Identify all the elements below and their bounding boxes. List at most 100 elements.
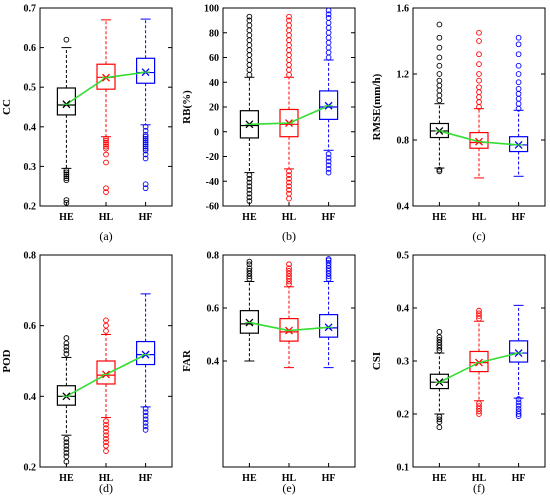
outlier-point xyxy=(515,62,522,69)
mean-marker xyxy=(62,100,71,109)
y-tick-label: 0.2 xyxy=(24,463,37,474)
box-HF xyxy=(136,293,156,433)
outlier-point xyxy=(325,34,332,41)
outlier-point xyxy=(325,44,332,51)
outlier-point xyxy=(142,412,149,419)
outlier-point xyxy=(63,335,70,341)
outlier-point xyxy=(476,99,482,105)
outlier-point xyxy=(246,198,253,204)
outlier-point xyxy=(63,458,70,465)
outlier-point xyxy=(103,439,109,446)
outlier-point xyxy=(246,190,253,197)
outlier-point xyxy=(476,77,482,84)
outlier-point xyxy=(325,11,332,18)
outlier-point xyxy=(436,329,443,335)
y-tick-label: -40 xyxy=(206,177,219,188)
y-tick-label: 0 xyxy=(214,127,219,138)
outlier-point xyxy=(286,52,292,58)
x-tick-label: HE xyxy=(59,473,74,484)
panel-caption: (a) xyxy=(99,229,112,243)
mean-marker xyxy=(435,378,444,387)
outlier-point xyxy=(436,344,443,351)
box-iqr xyxy=(96,360,116,385)
outlier-point xyxy=(63,197,70,203)
outlier-point xyxy=(286,57,292,63)
outlier-point xyxy=(325,151,332,157)
outlier-point xyxy=(476,403,482,409)
outlier-point xyxy=(142,123,149,130)
outlier-point xyxy=(476,94,482,100)
outlier-point xyxy=(103,435,109,442)
outlier-point xyxy=(286,187,292,193)
x-tick-label: HF xyxy=(512,212,526,223)
outlier-point xyxy=(63,442,70,449)
x-tick-label: HF xyxy=(322,212,336,223)
outlier-point xyxy=(103,425,109,431)
y-tick-label: 0.4 xyxy=(24,392,37,403)
outlier-point xyxy=(436,82,443,89)
outlier-point xyxy=(246,270,253,277)
outlier-point xyxy=(476,315,482,322)
outlier-point xyxy=(286,168,292,175)
outlier-point xyxy=(246,276,253,282)
outlier-point xyxy=(476,84,482,91)
outlier-point xyxy=(142,131,149,138)
outlier-point xyxy=(476,405,482,412)
x-tick-label: HL xyxy=(472,473,487,484)
outlier-point xyxy=(436,87,443,94)
outlier-point xyxy=(63,36,70,43)
outlier-point xyxy=(286,71,292,78)
outlier-point xyxy=(142,181,149,188)
x-tick-label: HL xyxy=(472,212,487,223)
mean-marker xyxy=(141,68,150,77)
outlier-point xyxy=(63,175,70,182)
y-tick-label: 80 xyxy=(209,28,219,39)
x-tick-label: HL xyxy=(282,212,297,223)
y-axis-label: RMSE(mm/h) xyxy=(371,73,383,140)
outlier-point xyxy=(63,169,70,176)
outlier-point xyxy=(436,34,443,41)
outlier-point xyxy=(103,442,109,449)
outlier-point xyxy=(286,273,292,280)
x-tick-label: HE xyxy=(432,212,447,223)
outlier-point xyxy=(325,162,332,169)
outlier-point xyxy=(515,411,522,417)
y-tick-label: -60 xyxy=(206,202,219,213)
outlier-point xyxy=(103,317,109,324)
y-tick-label: 0.6 xyxy=(24,321,37,332)
y-tick-label: 0.8 xyxy=(397,136,410,147)
outlier-point xyxy=(286,37,292,44)
outlier-point xyxy=(103,145,109,152)
mean-marker xyxy=(475,137,483,146)
axes-frame xyxy=(412,7,546,207)
outlier-point xyxy=(142,185,149,192)
box-HF xyxy=(509,34,529,177)
mean-marker xyxy=(475,358,483,367)
y-tick-label: 40 xyxy=(209,78,219,89)
outlier-point xyxy=(286,42,292,48)
y-tick-label: 0.4 xyxy=(24,122,37,133)
mean-marker xyxy=(514,140,523,149)
outlier-point xyxy=(246,52,253,58)
outlier-point xyxy=(103,141,109,148)
outlier-point xyxy=(476,307,482,314)
box-HE xyxy=(239,13,259,204)
y-axis-label: RB(%) xyxy=(181,90,193,124)
outlier-point xyxy=(63,344,70,350)
mean-marker xyxy=(102,370,110,379)
y-axis-label: CSI xyxy=(371,352,383,370)
x-tick-label: HE xyxy=(59,212,74,223)
outlier-point xyxy=(515,71,522,77)
outlier-point xyxy=(515,402,522,409)
x-tick-label: HF xyxy=(139,212,153,223)
box-HF xyxy=(136,18,156,192)
y-tick-label: 1.6 xyxy=(397,4,410,15)
box-HE xyxy=(56,335,77,465)
panel-cc: 0.2 0.3 0.4 0.5 0.6 0.7 CC HE HL HF (a) xyxy=(1,4,173,243)
outlier-point xyxy=(63,347,70,354)
outlier-point xyxy=(142,151,149,158)
outlier-point xyxy=(246,265,253,272)
outlier-point xyxy=(325,260,332,266)
y-tick-label: 100 xyxy=(204,4,219,15)
